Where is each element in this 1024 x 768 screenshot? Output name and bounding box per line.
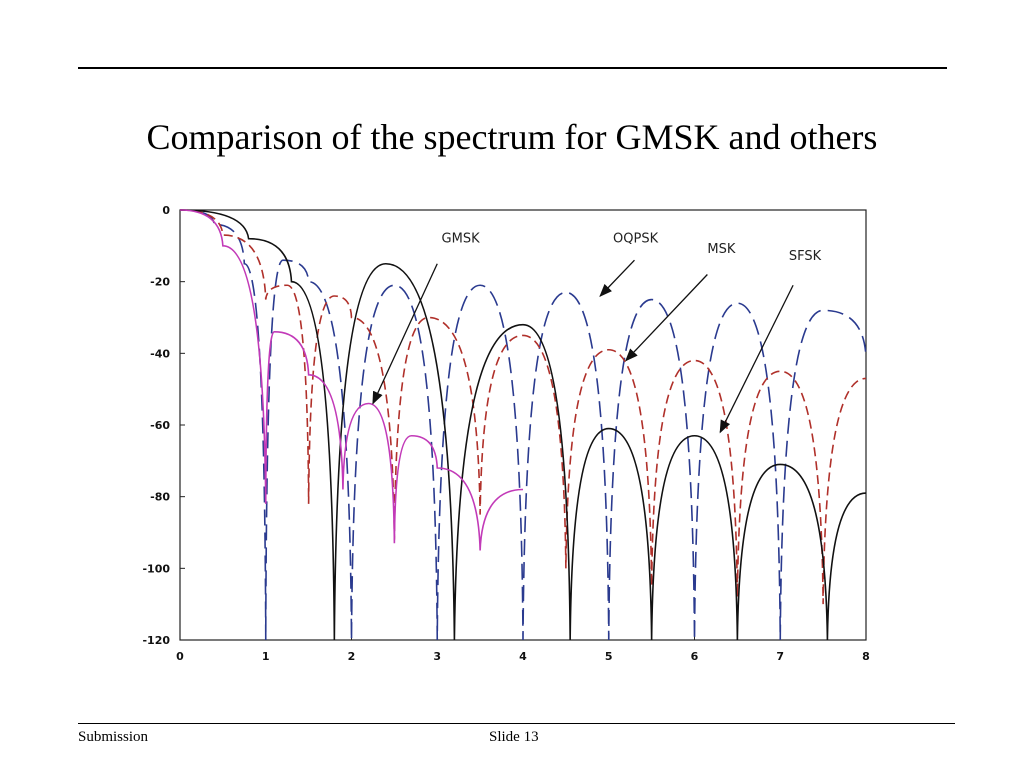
series-line-2 [179, 209, 867, 605]
annotation-label: OQPSK [613, 231, 659, 246]
footer-rule [78, 723, 955, 724]
annotation-arrow [599, 259, 635, 297]
x-tick-label: 3 [433, 650, 441, 663]
x-tick-label: 1 [262, 650, 270, 663]
header-rule [78, 67, 947, 69]
x-tick-label: 2 [348, 650, 356, 663]
y-tick-label: -40 [150, 347, 170, 360]
annotation-label: SFSK [789, 249, 822, 264]
y-tick-label: -20 [150, 276, 170, 289]
x-tick-label: 7 [776, 650, 784, 663]
spectrum-chart: 0 1 2 3 4 5 6 7 8 0 -20 -40 -60 -80 -100 -120 GMSK OQPSK M… [120, 190, 880, 670]
x-tick-label: 5 [605, 650, 613, 663]
series-line-1 [179, 209, 867, 641]
annotation-arrow [719, 284, 794, 434]
footer-submission: Submission [78, 729, 149, 745]
y-tick-label: -100 [142, 562, 170, 575]
y-tick-label: -80 [150, 491, 170, 504]
x-tick-label: 4 [519, 650, 527, 663]
annotation-arrow [372, 263, 438, 405]
x-tick-label: 8 [862, 650, 870, 663]
series-line-3 [179, 209, 867, 641]
y-tick-label: -120 [142, 634, 170, 647]
x-tick-label: 0 [176, 650, 184, 663]
annotation-label: GMSK [442, 231, 481, 246]
x-tick-label: 6 [691, 650, 699, 663]
chart-canvas: 0 1 2 3 4 5 6 7 8 0 -20 -40 -60 -80 -100 -120 GMSK OQPSK M… [142, 204, 870, 663]
footer-slide-number: Slide 13 [489, 729, 539, 745]
slide-title: Comparison of the spectrum for GMSK and … [146, 117, 878, 157]
y-tick-label: -60 [150, 419, 170, 432]
y-tick-label: 0 [162, 204, 170, 217]
annotation-label: MSK [707, 242, 735, 257]
annotation-arrow [625, 274, 708, 362]
series-line-4 [179, 209, 524, 551]
